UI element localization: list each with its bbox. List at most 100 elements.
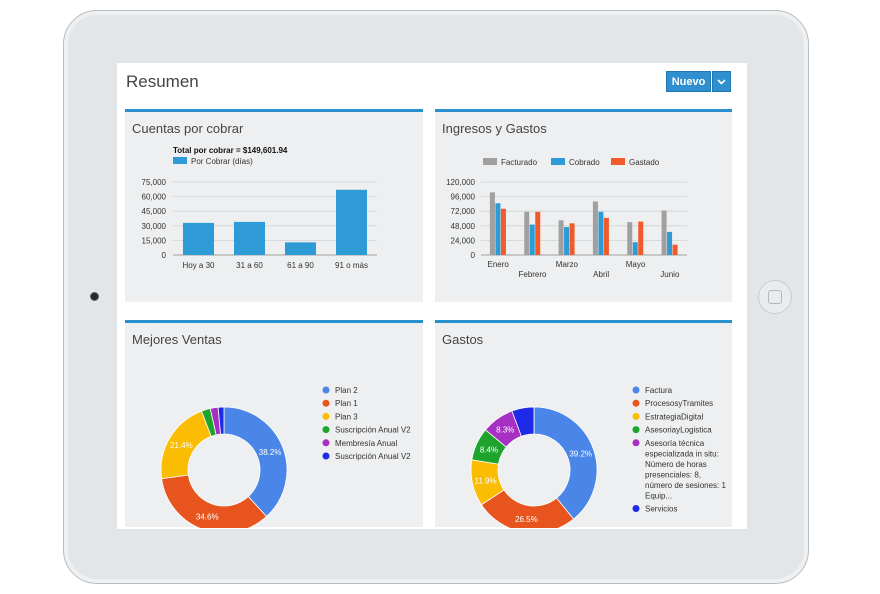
bar [285, 242, 316, 255]
income-expenses-bar-chart: Facturado Cobrado Gastado 0 24,000 48,000 72,0… [446, 158, 687, 279]
y-tick-label: 30,000 [142, 222, 167, 231]
y-tick-label: 0 [471, 251, 476, 260]
x-tick-label: Febrero [518, 270, 547, 279]
slice-label: 38.2% [259, 448, 282, 457]
legend-swatch [551, 158, 565, 165]
legend-label: Servicios [645, 505, 677, 514]
home-button[interactable] [758, 280, 792, 314]
slice-label: 11.9% [475, 476, 497, 485]
legend-label: Membresía Anual [335, 439, 397, 448]
y-tick-label: 120,000 [446, 178, 475, 187]
panel-title: Ingresos y Gastos [442, 121, 547, 136]
legend-label: Plan 3 [335, 412, 358, 421]
slice-label: 39.2% [569, 450, 592, 459]
slice-label: 34.6% [196, 513, 219, 522]
bar [661, 210, 667, 255]
bar [183, 222, 214, 255]
legend-swatch [483, 158, 497, 165]
bar [569, 223, 575, 255]
slice-label: 21.4% [170, 441, 193, 450]
new-button[interactable]: Nuevo [666, 71, 711, 92]
legend-label: Suscripción Anual V2 [335, 426, 411, 435]
panel-title: Gastos [442, 332, 484, 347]
bar [598, 211, 604, 255]
bar [535, 211, 541, 255]
legend-label: EstrategiaDigital [645, 412, 703, 421]
bar [234, 221, 265, 255]
bar [489, 192, 495, 255]
slice-label: 26.5% [515, 515, 538, 524]
camera-lens [90, 292, 99, 301]
panel-cuentas-por-cobrar: Cuentas por cobrar Total por cobrar = $1… [125, 109, 423, 302]
new-dropdown-button[interactable] [712, 71, 731, 92]
bar [524, 211, 530, 255]
bar [603, 217, 609, 255]
chart-title: Total por cobrar = $149,601.94 [173, 146, 288, 155]
y-tick-label: 72,000 [451, 207, 476, 216]
legend-swatch [611, 158, 625, 165]
legend-label: Por Cobrar (días) [191, 157, 253, 166]
app-screen: Resumen Nuevo Cuentas por cobrar Total p… [117, 63, 747, 529]
legend-label: Suscripción Anual V2 [335, 452, 411, 461]
y-tick-label: 48,000 [451, 222, 476, 231]
legend-dot [632, 426, 640, 434]
bar [667, 231, 673, 255]
x-tick-label: Abril [593, 270, 609, 279]
pie-slice [533, 406, 598, 520]
bar [564, 227, 570, 255]
y-tick-label: 15,000 [142, 236, 167, 245]
legend-label: ProcesosyTramites [645, 399, 713, 408]
panel-ingresos-gastos: Ingresos y Gastos Facturado Cobrado Gastad… [435, 109, 732, 302]
pie-slice [511, 406, 535, 437]
home-button-icon [768, 290, 782, 304]
legend-label: Plan 2 [335, 386, 358, 395]
x-tick-label: 91 o más [335, 261, 368, 270]
slice-label: 8.3% [496, 426, 514, 435]
legend-dot [322, 399, 330, 407]
y-tick-label: 24,000 [451, 236, 476, 245]
legend-label: Factura [645, 386, 673, 395]
y-tick-label: 0 [162, 251, 167, 260]
x-tick-label: Marzo [556, 260, 579, 269]
legend-label: Facturado [501, 158, 538, 167]
top-sales-donut-chart: 38.2% 34.6% 21.4% Plan 2 Plan 1 Plan 3 Suscrip… [160, 386, 411, 528]
x-tick-label: Enero [487, 260, 509, 269]
x-tick-label: Junio [660, 270, 680, 279]
bar [592, 201, 598, 255]
bar [495, 203, 501, 255]
y-tick-label: 96,000 [451, 193, 476, 202]
bar [638, 221, 644, 255]
bar [500, 208, 506, 255]
legend-dot [322, 412, 330, 420]
legend-dot [632, 412, 640, 420]
legend-dot [322, 386, 330, 394]
bar [632, 242, 638, 255]
expenses-donut-chart: 39.2% 26.5% 11.9% 8.4% 8.3% Factura ProcesosyT… [470, 386, 726, 528]
pie-slice [217, 406, 225, 435]
chevron-down-icon [717, 79, 726, 85]
legend-dot [322, 452, 330, 460]
pie-slice [161, 474, 268, 528]
legend-dot [322, 439, 330, 447]
legend-label: Gastado [629, 158, 660, 167]
panel-title: Cuentas por cobrar [132, 121, 244, 136]
slice-label: 8.4% [480, 445, 498, 454]
bar [558, 220, 564, 255]
y-tick-label: 75,000 [142, 178, 167, 187]
legend-dot [322, 426, 330, 434]
legend-swatch [173, 157, 187, 164]
y-tick-label: 60,000 [142, 193, 167, 202]
legend-label: AsesoriayLogistica [645, 426, 712, 435]
panel-title: Mejores Ventas [132, 332, 222, 347]
bar [672, 244, 678, 255]
bar [627, 222, 633, 255]
legend-dot [632, 439, 640, 447]
legend-dot [632, 399, 640, 407]
legend-dot [632, 505, 640, 512]
panel-gastos: Gastos 39.2% 26.5% 11.9% 8.4% 8.3% Factura Pro… [435, 320, 732, 528]
bar [529, 224, 535, 255]
y-tick-label: 45,000 [142, 207, 167, 216]
bar [336, 189, 367, 255]
x-tick-label: 31 a 60 [236, 261, 263, 270]
pie-slice [223, 406, 288, 518]
